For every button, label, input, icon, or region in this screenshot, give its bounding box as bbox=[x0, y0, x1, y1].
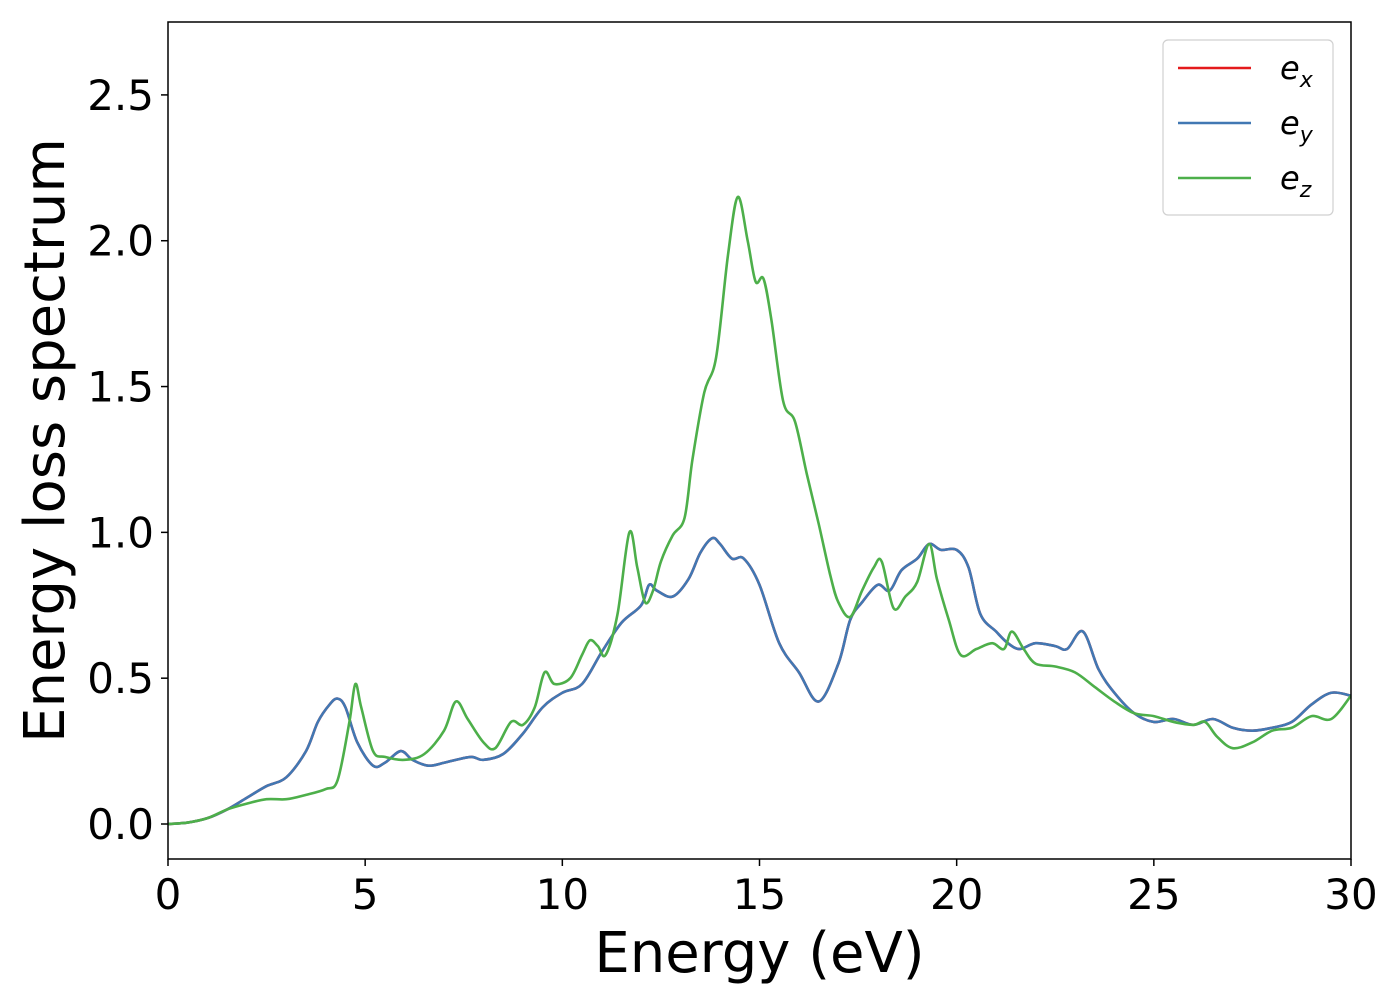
x-tick-label: 30 bbox=[1324, 870, 1377, 919]
x-axis-label: Energy (eV) bbox=[594, 921, 924, 986]
series-line-e-z bbox=[168, 195, 1351, 826]
series-layer bbox=[168, 195, 1351, 826]
legend-label: ez bbox=[1280, 159, 1312, 203]
y-tick-label: 2.0 bbox=[87, 217, 154, 266]
legend-label: ex bbox=[1280, 49, 1314, 93]
series-line-e-y bbox=[168, 536, 1351, 826]
y-tick-label: 1.5 bbox=[87, 363, 154, 412]
series-line-e-x bbox=[168, 536, 1351, 826]
y-tick-label: 1.0 bbox=[87, 508, 154, 557]
legend: ex ey ez bbox=[1162, 39, 1334, 216]
y-axis-label: Energy loss spectrum bbox=[13, 138, 78, 743]
x-tick-label: 25 bbox=[1127, 870, 1180, 919]
x-tick-label: 0 bbox=[155, 870, 182, 919]
x-tick-label: 15 bbox=[733, 870, 786, 919]
legend-label: ey bbox=[1280, 104, 1314, 148]
x-tick-label: 10 bbox=[536, 870, 589, 919]
ticks-layer: 0 5 10 15 20 25 30 0.0 0.5 1.0 1.5 2.0 2.5 bbox=[87, 71, 1378, 919]
y-tick-label: 0.0 bbox=[87, 800, 154, 849]
x-tick-label: 20 bbox=[930, 870, 983, 919]
y-tick-label: 0.5 bbox=[87, 654, 154, 703]
legend-box bbox=[1162, 39, 1334, 216]
x-tick-label: 5 bbox=[352, 870, 379, 919]
y-tick-label: 2.5 bbox=[87, 71, 154, 120]
